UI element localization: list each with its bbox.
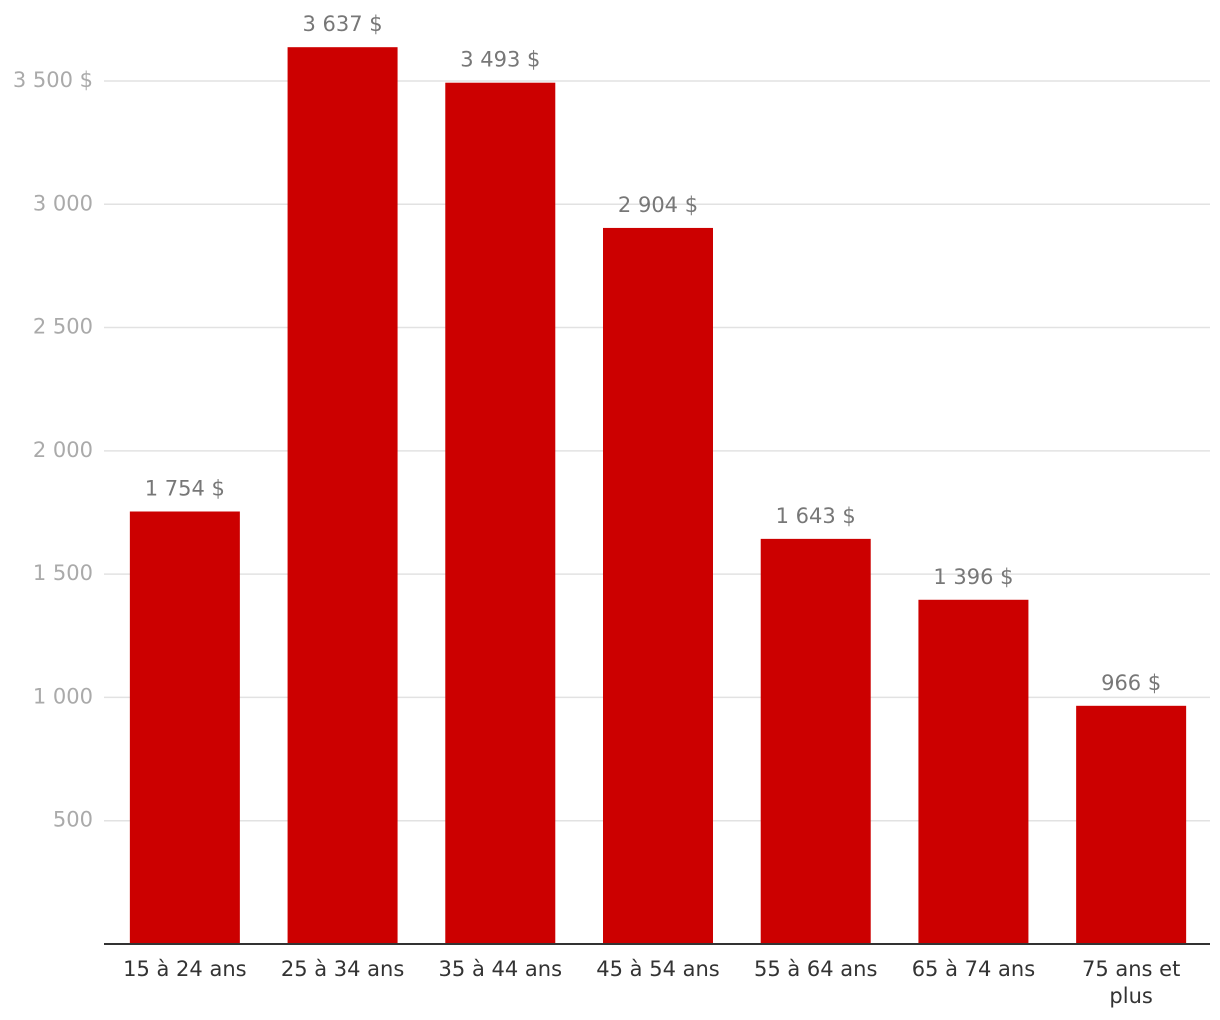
data-label: 3 493 $ [460,48,540,72]
x-tick-label: 75 ans et plus [1081,957,1181,1008]
data-label: 3 637 $ [302,12,382,36]
bar [129,511,240,944]
x-tick-label: 65 à 74 ans [911,957,1036,981]
x-tick-label: 25 à 34 ans [280,957,405,981]
y-tick-label: 1 000 [33,684,93,708]
bar [603,227,713,944]
x-tick-label: 15 à 24 ans [123,957,247,981]
bar [760,538,871,944]
bar [918,599,1029,944]
y-tick-label: 2 500 [33,315,93,339]
bar [1076,705,1187,944]
data-label: 1 643 $ [776,504,856,528]
y-tick-label: 2 000 [33,438,93,462]
data-label: 1 754 $ [145,477,225,501]
bar [445,82,556,945]
bar [287,47,398,944]
y-tick-label: 3 000 [33,191,93,215]
y-tick-label: 3 500 $ [13,68,93,92]
x-tick-label: 45 à 54 ans [596,957,720,981]
data-label: 966 $ [1101,671,1161,695]
x-tick-label: 55 à 64 ans [753,957,878,981]
data-label: 1 396 $ [933,565,1013,589]
data-label: 2 904 $ [618,193,698,217]
y-tick-label: 500 [53,808,93,832]
y-tick-label: 1 500 [33,561,93,585]
x-tick-label: 35 à 44 ans [438,957,563,981]
